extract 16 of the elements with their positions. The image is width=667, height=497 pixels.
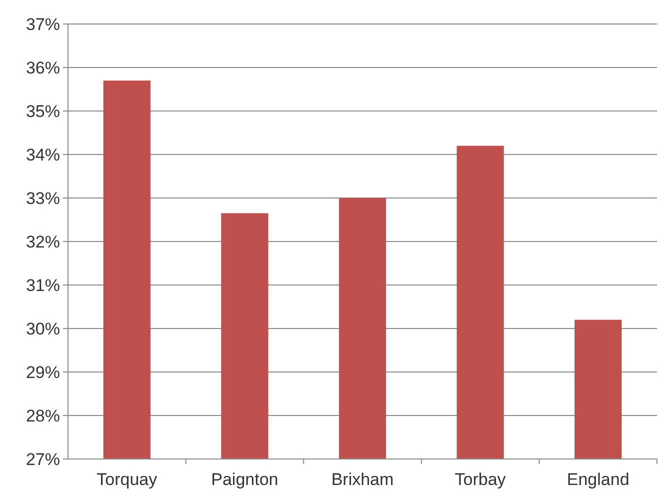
x-tick-label: Brixham: [331, 470, 394, 489]
y-tick-label: 34%: [26, 145, 60, 164]
y-tick-label: 35%: [26, 102, 60, 121]
x-tick-label: England: [566, 470, 630, 489]
y-tick-label: 28%: [26, 406, 60, 426]
y-tick-label: 33%: [26, 188, 60, 208]
x-tick-label: Torquay: [96, 470, 158, 489]
y-tick-label: 32%: [26, 232, 60, 252]
x-tick-label: Torbay: [454, 470, 506, 489]
x-tick-label: Paignton: [211, 470, 278, 489]
y-tick-label: 36%: [26, 58, 60, 78]
y-tick-label: 31%: [26, 276, 60, 295]
y-tick-label: 27%: [26, 450, 60, 469]
y-tick-label: 37%: [26, 14, 60, 34]
y-tick-label: 30%: [26, 319, 60, 338]
y-tick-label: 29%: [26, 362, 60, 382]
